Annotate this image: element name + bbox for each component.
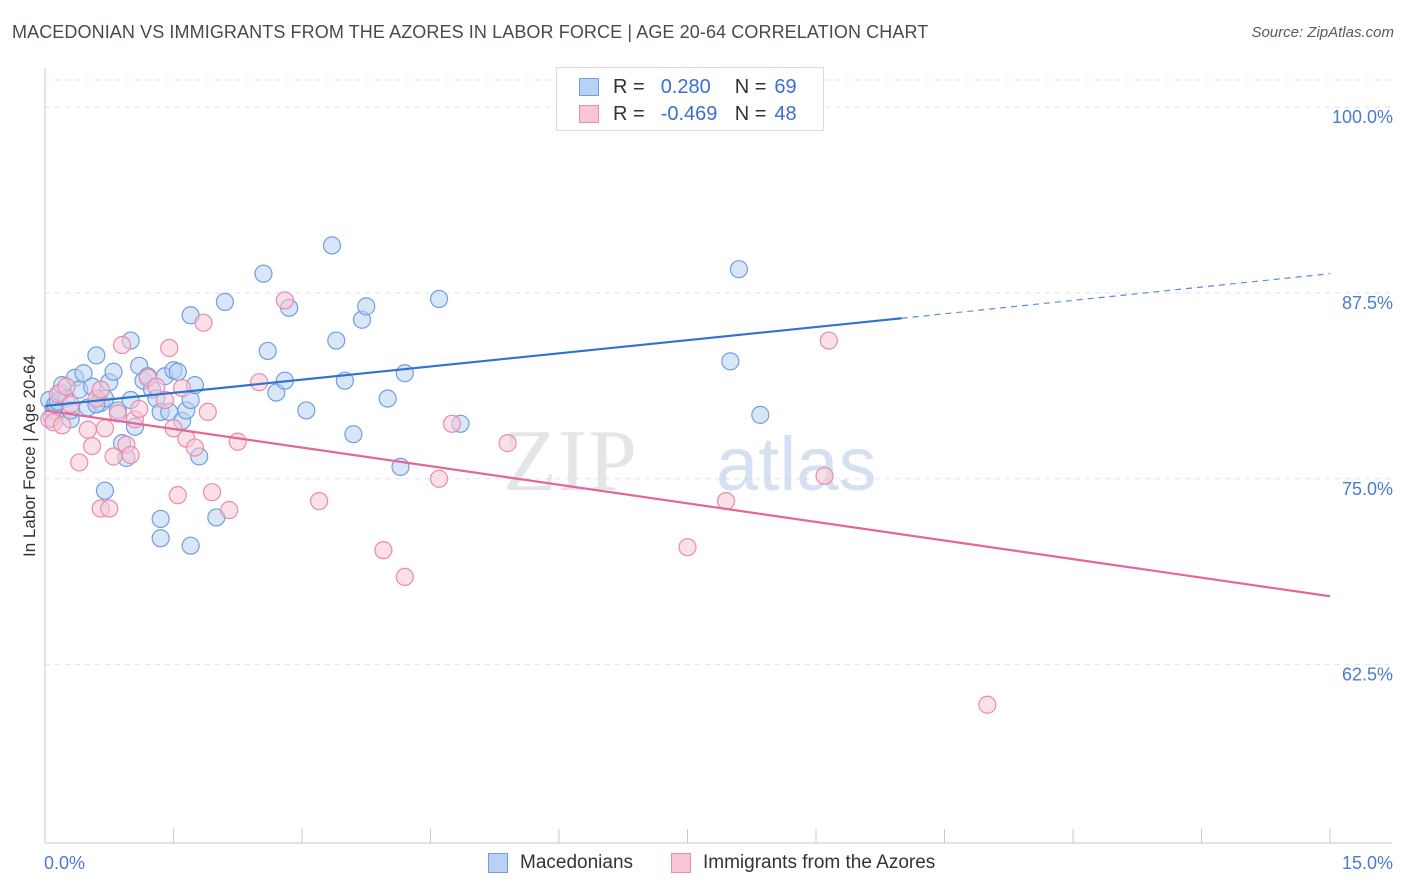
- y-tick-label: 100.0%: [1332, 107, 1393, 127]
- data-point-azores: [194, 313, 213, 332]
- data-point-macedonians: [74, 364, 93, 383]
- legend-row-azores: R = -0.469 N = 48: [579, 102, 797, 126]
- x-tick-label: 0.0%: [44, 853, 85, 873]
- data-point-azores: [121, 445, 140, 465]
- data-point-azores: [168, 486, 187, 505]
- trend-line-macedonians: [44, 317, 902, 408]
- data-point-azores: [185, 438, 205, 457]
- legend-r-value: -0.469: [660, 102, 718, 125]
- data-point-azores: [100, 499, 119, 518]
- watermark-atlas: atlas: [716, 422, 877, 507]
- tick-labels: 100.0% 87.5% 75.0% 62.5% 0.0% 15.0%: [44, 107, 1393, 873]
- watermark: ZIP atlas: [503, 413, 877, 510]
- y-tick-label: 87.5%: [1342, 293, 1393, 313]
- trend-line-azores: [44, 409, 1331, 598]
- legend-item-macedonians[interactable]: Macedonians: [488, 852, 633, 874]
- data-point-macedonians: [357, 297, 376, 316]
- data-point-macedonians: [751, 405, 770, 424]
- data-point-macedonians: [322, 236, 342, 255]
- legend-label-azores: Immigrants from the Azores: [703, 852, 936, 873]
- data-point-macedonians: [344, 425, 363, 444]
- data-point-macedonians: [95, 481, 115, 500]
- data-point-azores: [95, 419, 115, 438]
- data-point-azores: [198, 402, 217, 422]
- data-point-azores: [310, 491, 329, 511]
- data-point-azores: [250, 373, 269, 392]
- data-point-azores: [172, 379, 192, 398]
- data-point-azores: [678, 538, 697, 557]
- series-azores-points: [40, 291, 997, 714]
- data-point-azores: [978, 695, 997, 714]
- data-point-azores: [53, 416, 72, 435]
- data-point-macedonians: [395, 364, 414, 383]
- legend-n-label: N =: [734, 102, 767, 125]
- data-point-azores: [83, 436, 102, 456]
- x-tick-label: 15.0%: [1342, 853, 1393, 873]
- data-point-azores: [160, 338, 179, 358]
- source-label: Source: ZipAtlas.com: [1251, 24, 1394, 41]
- legend-swatch-pink: [671, 853, 691, 873]
- legend-row-macedonians: R = 0.280 N = 69: [579, 75, 797, 99]
- legend-n-label: N =: [734, 75, 767, 98]
- legend-r-value: 0.280: [660, 75, 711, 98]
- data-point-macedonians: [151, 509, 170, 529]
- data-point-macedonians: [729, 260, 749, 279]
- legend-swatch-pink: [579, 105, 599, 123]
- axes: [44, 68, 1392, 844]
- data-point-macedonians: [87, 346, 106, 365]
- data-point-macedonians: [254, 264, 273, 283]
- data-point-azores: [395, 567, 414, 587]
- legend-swatch-blue: [488, 853, 508, 873]
- chart-title: MACEDONIAN VS IMMIGRANTS FROM THE AZORES…: [12, 22, 929, 42]
- data-point-azores: [429, 469, 449, 488]
- data-point-azores: [57, 377, 76, 396]
- data-point-macedonians: [429, 289, 449, 309]
- legend-n-value: 69: [774, 75, 797, 98]
- data-point-azores: [815, 466, 834, 485]
- data-point-azores: [202, 483, 222, 502]
- data-point-azores: [155, 390, 175, 410]
- data-point-macedonians: [151, 529, 170, 548]
- legend-swatch-blue: [579, 78, 599, 96]
- data-point-macedonians: [721, 352, 740, 371]
- legend-r-label: R =: [613, 102, 645, 125]
- legend-label-macedonians: Macedonians: [520, 852, 634, 873]
- y-axis-label: In Labor Force | Age 20-64: [20, 355, 39, 557]
- watermark-zip: ZIP: [503, 413, 638, 510]
- correlation-legend: R = 0.280 N = 69 R = -0.469 N = 48: [556, 67, 824, 131]
- legend-r-label: R =: [613, 75, 645, 98]
- data-point-azores: [498, 434, 517, 453]
- data-point-macedonians: [297, 401, 316, 420]
- y-tick-label: 62.5%: [1342, 665, 1393, 685]
- trend-line-macedonians-extension: [901, 273, 1331, 319]
- data-point-azores: [70, 453, 89, 472]
- data-point-azores: [78, 420, 97, 439]
- data-point-macedonians: [104, 362, 123, 381]
- data-point-azores: [104, 447, 123, 466]
- data-point-macedonians: [258, 341, 277, 361]
- data-point-macedonians: [181, 536, 200, 555]
- data-point-azores: [112, 335, 132, 355]
- data-point-azores: [275, 291, 294, 310]
- data-point-azores: [374, 541, 393, 560]
- legend-item-azores[interactable]: Immigrants from the Azores: [671, 852, 935, 874]
- data-point-azores: [130, 399, 149, 419]
- data-point-macedonians: [168, 362, 187, 381]
- data-point-azores: [442, 414, 462, 433]
- data-point-macedonians: [378, 389, 397, 408]
- data-point-macedonians: [215, 292, 234, 311]
- data-point-macedonians: [327, 331, 346, 350]
- data-point-azores: [91, 380, 110, 399]
- data-point-azores: [819, 331, 838, 350]
- legend-n-value: 48: [774, 102, 797, 125]
- data-point-azores: [228, 432, 247, 451]
- y-tick-label: 75.0%: [1342, 479, 1393, 499]
- trend-lines: [44, 273, 1331, 598]
- data-point-azores: [220, 500, 239, 520]
- series-legend: Macedonians Immigrants from the Azores: [0, 852, 1406, 876]
